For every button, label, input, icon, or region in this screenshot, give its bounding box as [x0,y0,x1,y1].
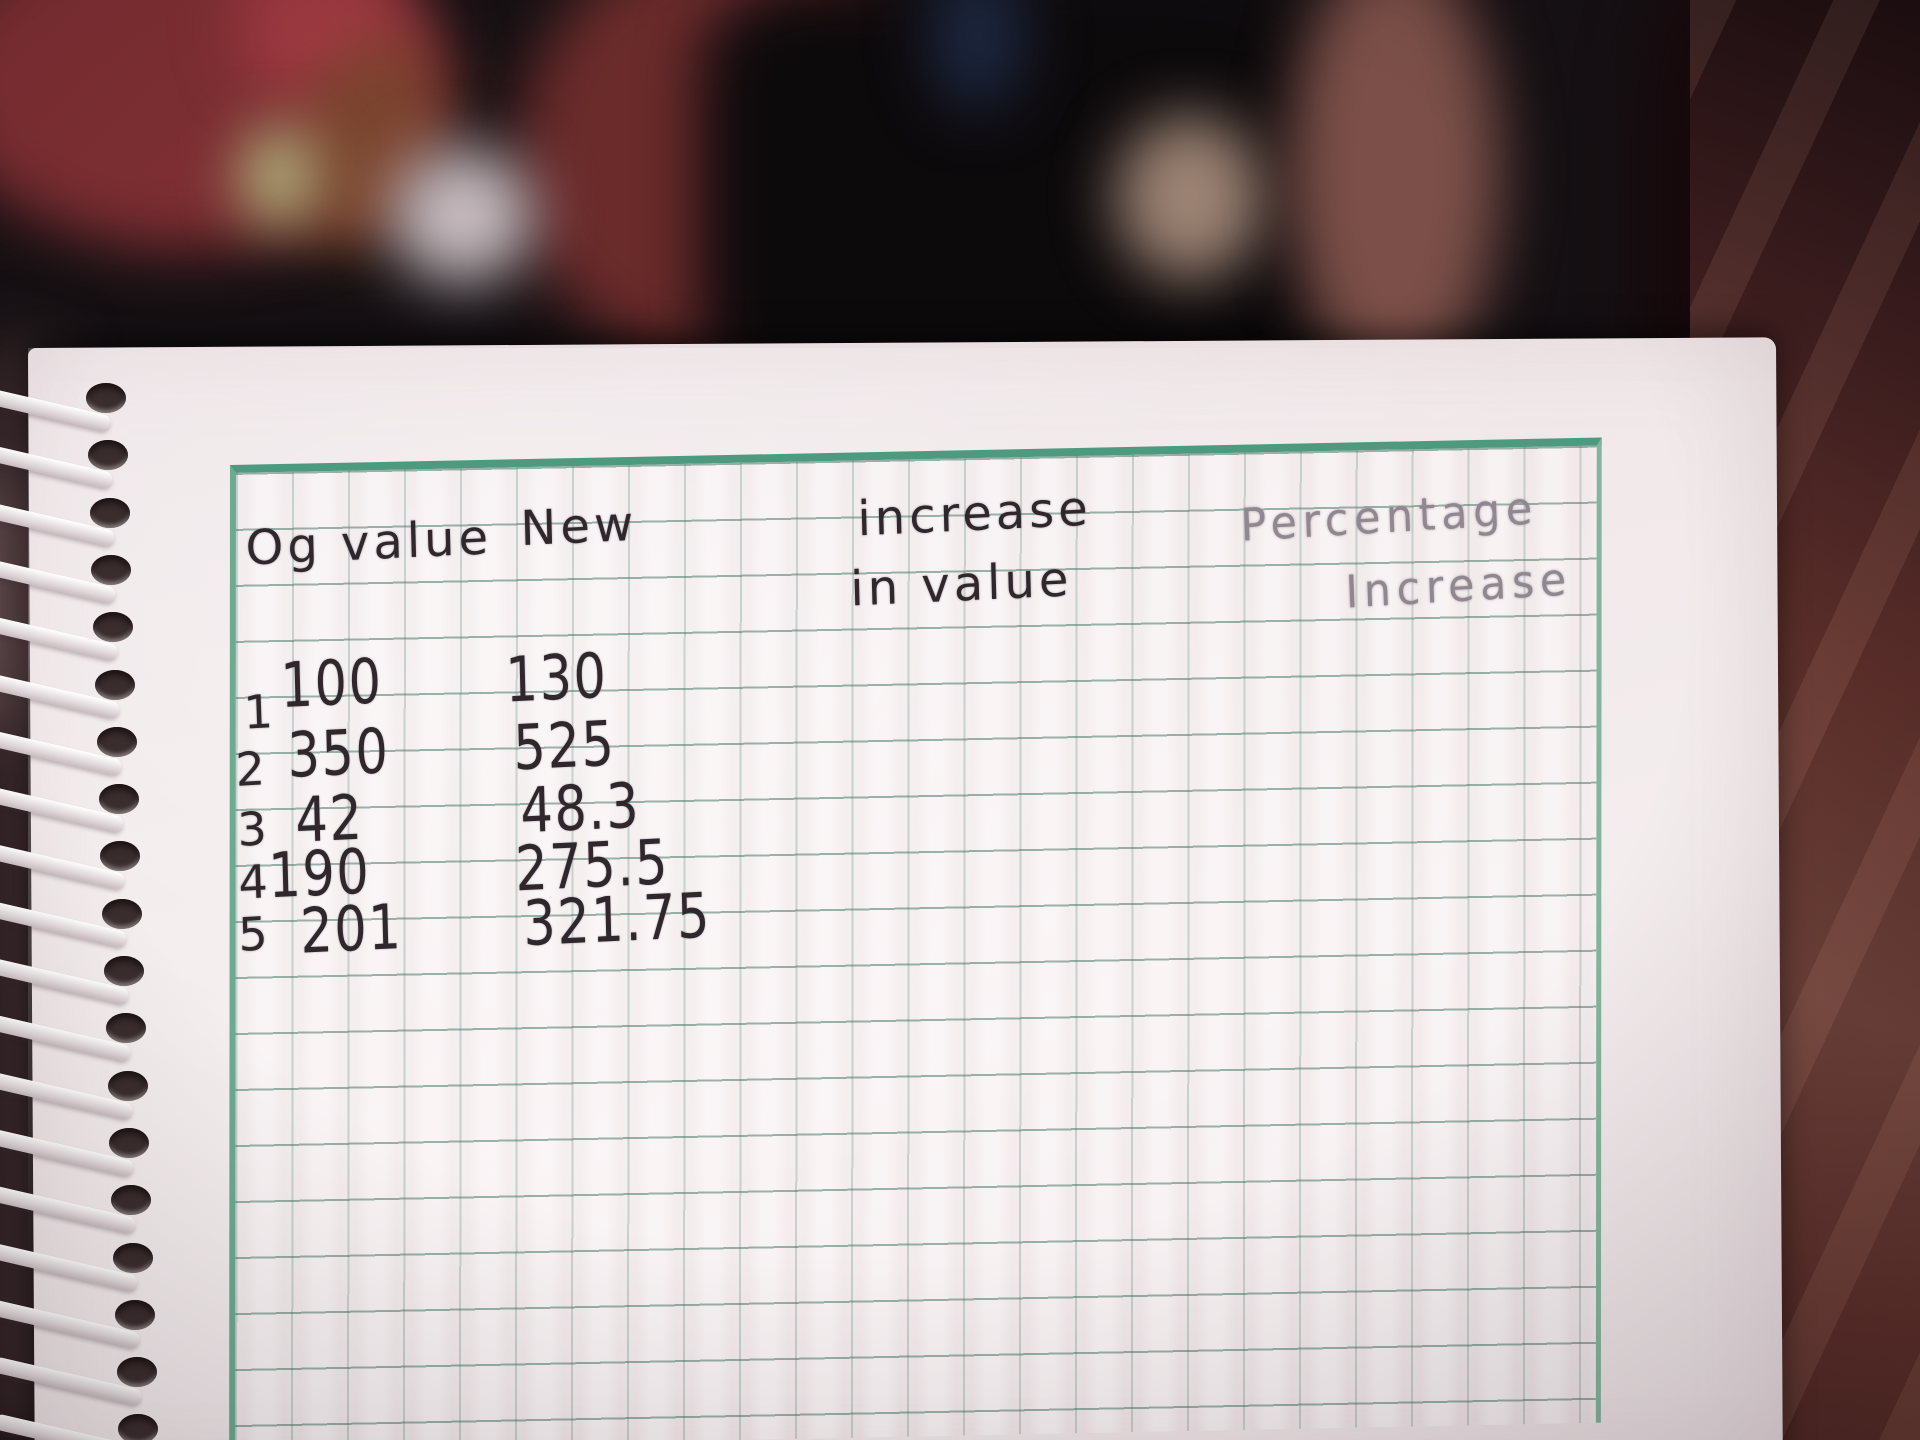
column-header-increase-line2: in value [849,551,1074,618]
column-header-increase-line1: increase [856,480,1093,548]
new-value-cell: 130 [504,638,609,717]
row-number: 2 [234,741,266,797]
column-header-new: New [519,495,638,558]
row-number: 4 [237,854,269,910]
og-value-cell: 350 [286,714,391,792]
og-value-cell: 100 [279,644,384,722]
column-header-og-value: Og value [244,509,493,577]
row-number: 1 [242,684,274,740]
new-value-cell: 321.75 [522,878,712,961]
column-header-percentage-line2: Increase [1344,552,1573,619]
row-number: 3 [236,801,268,857]
row-number: 5 [237,906,269,962]
background-blob-white-cup [390,148,535,283]
background-blob-pink-column [1290,0,1500,390]
background-blob-beige [1115,115,1265,280]
og-value-cell: 201 [299,889,404,968]
new-value-cell: 525 [512,706,617,785]
grid-area: Og value New increase in value Percentag… [229,437,1602,1440]
background-blob-green [243,128,315,226]
